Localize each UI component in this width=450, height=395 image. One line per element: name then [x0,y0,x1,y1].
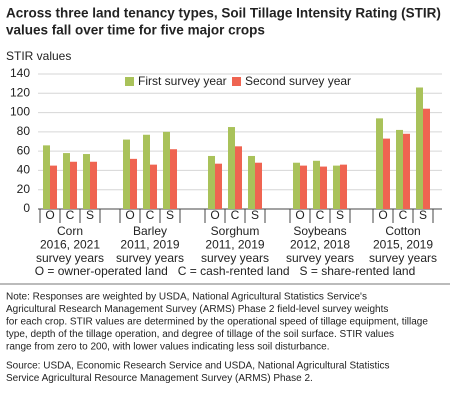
x-tick-label: C [316,208,325,222]
bar [248,155,255,209]
y-tick-label: 120 [10,85,30,99]
bar [376,118,383,209]
bar [396,129,403,209]
tenancy-key: O = owner-operated land C = cash-rented … [35,264,416,278]
source-line: Service Agricultural Resource Management… [6,373,313,384]
note-line: range from zero to 200, with lower value… [6,342,330,353]
group-label: Cotton [385,224,420,238]
chart-title: Across three land tenancy types, Soil Ti… [6,6,441,21]
bar [320,166,327,209]
group-label: 2012, 2018 [290,238,350,252]
x-tick-label: O [378,208,387,222]
bar [143,134,150,209]
bar [90,161,97,209]
note-line: Note: Responses are weighted by USDA, Na… [6,292,367,303]
x-tick-label: S [86,208,94,222]
x-tick-label: S [419,208,427,222]
group-label: 2016, 2021 [40,238,100,252]
legend-label: First survey year [138,74,227,88]
group-label: 2011, 2019 [120,238,179,252]
bar [235,146,242,209]
x-tick-label: O [210,208,219,222]
y-tick-label: 40 [17,163,31,177]
group-label: survey years [201,251,269,265]
bar [150,164,157,209]
source-line: Source: USDA, Economic Research Service … [6,361,390,372]
x-tick-label: C [146,208,155,222]
bar [63,153,70,209]
chart-title: values fall over time for five major cro… [6,23,265,38]
bar [163,131,170,209]
bar [313,160,320,209]
y-tick-label: 0 [23,201,30,215]
bar [423,108,430,209]
note-line: for each crop. STIR values are determine… [6,317,428,328]
legend-swatch [125,77,134,86]
group-label: survey years [286,251,354,265]
bar [300,165,307,209]
group-label: 2011, 2019 [205,238,264,252]
y-tick-label: 140 [10,66,30,80]
x-tick-label: S [336,208,344,222]
group-label: Barley [133,224,167,238]
x-tick-label: O [125,208,134,222]
group-label: survey years [36,251,104,265]
group-label: Corn [57,224,83,238]
legend-label: Second survey year [245,74,351,88]
bar [333,165,340,209]
bar [50,165,57,209]
y-tick-label: 20 [17,182,31,196]
x-tick-label: O [45,208,54,222]
group-label: Soybeans [293,224,346,238]
note-line: Agricultural Research Management Survey … [6,304,388,315]
y-tick-label: 60 [17,143,31,157]
bar [228,127,235,209]
x-tick-label: C [66,208,75,222]
bar [123,139,130,209]
bar [170,149,177,209]
bar [215,163,222,209]
bar [403,133,410,209]
bar [208,155,215,209]
x-tick-label: C [399,208,408,222]
y-tick-label: 80 [17,124,31,138]
bar [340,164,347,209]
bar [70,161,77,209]
legend-swatch [232,77,241,86]
group-label: survey years [116,251,184,265]
y-axis-label: STIR values [6,49,71,63]
bar [43,145,50,209]
note-line: type, depth of the tillage operation, an… [6,329,394,340]
y-tick-label: 100 [10,105,30,119]
group-label: 2015, 2019 [373,238,433,252]
bar [293,162,300,209]
x-tick-label: S [166,208,174,222]
group-label: Sorghum [211,224,260,238]
bar [255,162,262,209]
bar [416,87,423,209]
bar [83,154,90,209]
x-tick-label: C [231,208,240,222]
bar [130,158,137,209]
bar [383,138,390,209]
group-label: survey years [369,251,437,265]
x-tick-label: O [295,208,304,222]
x-tick-label: S [251,208,259,222]
